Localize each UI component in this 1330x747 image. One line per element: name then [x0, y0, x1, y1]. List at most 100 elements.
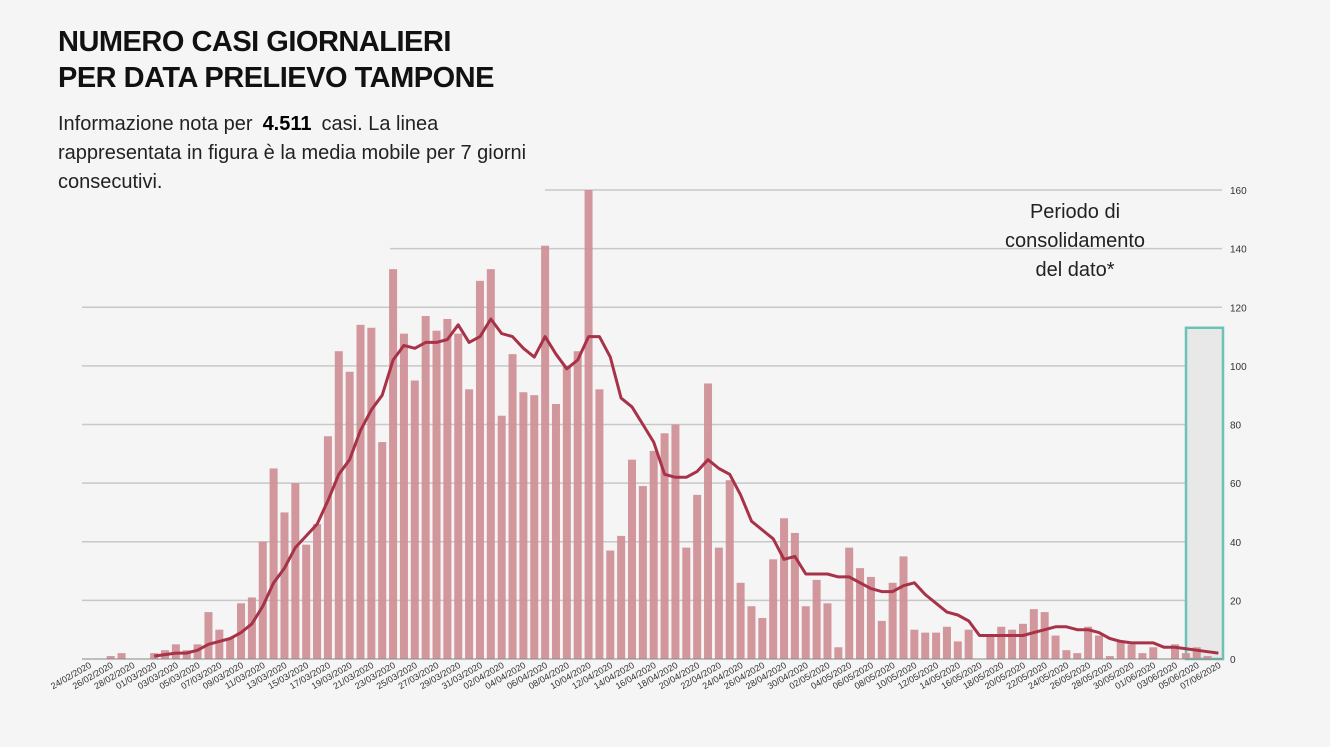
- bar: [432, 330, 441, 659]
- bar: [541, 245, 550, 659]
- bar: [443, 318, 452, 659]
- bar: [508, 354, 517, 659]
- bar: [584, 190, 593, 659]
- bar: [573, 351, 582, 659]
- bar: [638, 486, 647, 659]
- bar: [812, 579, 821, 659]
- y-tick-label: 100: [1230, 362, 1247, 373]
- bar: [280, 512, 289, 659]
- bar: [291, 483, 300, 659]
- bar: [117, 653, 126, 659]
- bar: [334, 351, 343, 659]
- bar: [1181, 653, 1190, 659]
- bar: [410, 380, 419, 659]
- chart-title: NUMERO CASI GIORNALIERI PER DATA PRELIEV…: [58, 24, 494, 96]
- bar: [269, 468, 278, 659]
- bar: [389, 269, 398, 659]
- y-tick-label: 140: [1230, 245, 1247, 256]
- bar: [345, 371, 354, 659]
- bar: [1018, 623, 1027, 659]
- bar: [725, 480, 734, 659]
- bar: [367, 327, 376, 659]
- bar: [888, 582, 897, 659]
- subtitle-before: Informazione nota per: [58, 113, 253, 135]
- bar: [302, 544, 311, 659]
- bar: [769, 559, 778, 659]
- bar: [845, 547, 854, 659]
- bar: [790, 532, 799, 659]
- bar: [758, 617, 767, 659]
- moving-average-line: [153, 317, 1219, 658]
- bar: [617, 535, 626, 659]
- bar: [497, 415, 506, 659]
- bar: [997, 626, 1006, 659]
- bar: [258, 541, 267, 659]
- y-tick-label: 0: [1230, 655, 1236, 666]
- chart-subtitle: Informazione nota per 4.511 casi. La linea…: [58, 110, 558, 197]
- bar: [1149, 647, 1158, 659]
- bar: [932, 632, 941, 659]
- annotation-line-1: Periodo di: [1029, 201, 1121, 223]
- bar: [323, 436, 332, 659]
- bar: [356, 324, 365, 659]
- bar: [1073, 653, 1082, 659]
- bar: [378, 442, 387, 659]
- bar: [877, 620, 886, 659]
- bar: [1203, 656, 1212, 659]
- y-tick-label: 60: [1230, 479, 1242, 490]
- bar: [747, 606, 756, 659]
- bar: [1138, 653, 1147, 659]
- bar: [1105, 656, 1114, 659]
- bar: [964, 629, 973, 659]
- bar: [628, 459, 636, 659]
- bar: [475, 280, 484, 659]
- bar: [454, 333, 463, 659]
- bar: [465, 389, 474, 659]
- bar: [780, 518, 789, 659]
- y-tick-label: 40: [1230, 538, 1242, 549]
- consolidation-annotation: Periodo di consolidamento del dato*: [970, 198, 1180, 285]
- bar: [204, 612, 213, 659]
- bar: [823, 603, 832, 659]
- bar: [856, 568, 865, 659]
- bar: [530, 395, 539, 659]
- y-tick-label: 160: [1230, 186, 1247, 197]
- bar: [247, 597, 256, 659]
- bar: [226, 638, 235, 659]
- bar: [660, 433, 669, 659]
- bar: [1051, 635, 1060, 659]
- bar: [736, 582, 745, 659]
- bar: [150, 653, 159, 659]
- bar: [562, 365, 571, 659]
- bar: [313, 524, 322, 659]
- bar: [986, 635, 995, 659]
- y-tick-label: 80: [1230, 421, 1242, 432]
- title-line-1: NUMERO CASI GIORNALIERI: [58, 26, 451, 58]
- bar: [606, 550, 615, 659]
- bar: [1192, 647, 1201, 659]
- title-line-2: PER DATA PRELIEVO TAMPONE: [58, 62, 494, 94]
- consolidation-period-box: [1184, 326, 1225, 661]
- annotation-line-2: consolidamento: [1004, 230, 1146, 252]
- bar: [595, 389, 604, 659]
- y-tick-label: 120: [1230, 303, 1247, 314]
- y-tick-label: 20: [1230, 596, 1242, 607]
- bar: [682, 547, 691, 659]
- bar: [1008, 629, 1017, 659]
- bar: [399, 333, 408, 659]
- case-count: 4.511: [262, 113, 312, 135]
- bar: [1094, 635, 1103, 659]
- bar: [106, 656, 115, 659]
- bar: [834, 647, 843, 659]
- bar: [1127, 644, 1136, 659]
- bar: [1084, 626, 1093, 659]
- bar: [671, 424, 680, 659]
- bar: [1116, 641, 1125, 659]
- bar: [942, 626, 951, 659]
- bar: [921, 632, 930, 659]
- annotation-line-3: del dato*: [1035, 259, 1115, 281]
- bar: [801, 606, 810, 659]
- bar: [714, 547, 723, 659]
- bar: [899, 556, 908, 659]
- bar: [704, 383, 713, 659]
